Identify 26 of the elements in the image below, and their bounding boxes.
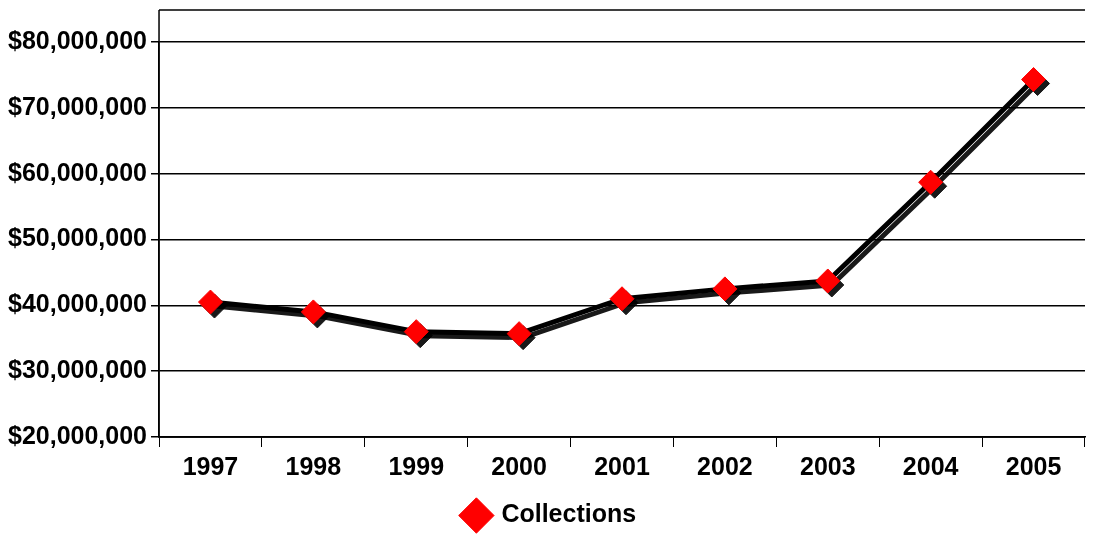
- point: [609, 286, 635, 312]
- point: [506, 321, 532, 347]
- y-tick-label: $60,000,000: [7, 157, 148, 186]
- point: [1021, 67, 1047, 93]
- x-tick-label: 1998: [285, 451, 342, 480]
- point: [300, 299, 326, 325]
- x-tick-label: 2002: [697, 451, 753, 480]
- y-tick-label: $80,000,000: [7, 25, 148, 54]
- point: [403, 319, 429, 345]
- x-tick-label: 2000: [491, 451, 547, 480]
- point: [815, 268, 841, 294]
- y-tick-label: $50,000,000: [7, 223, 148, 252]
- y-tick-label: $70,000,000: [7, 91, 148, 120]
- y-tick-label: $20,000,000: [7, 420, 148, 449]
- x-tick-label: 2005: [1005, 451, 1062, 480]
- x-tick-label: 2004: [902, 451, 959, 480]
- point: [197, 289, 223, 315]
- x-tick-label: 1997: [182, 451, 239, 480]
- y-tick-label: $30,000,000: [7, 355, 148, 384]
- y-tick-label: $40,000,000: [7, 289, 148, 318]
- x-tick-label: 2003: [799, 451, 856, 480]
- x-tick-label: 1999: [388, 451, 445, 480]
- point: [712, 276, 738, 302]
- legend-label: Collections: [501, 499, 637, 528]
- point: [918, 169, 944, 195]
- x-tick-label: 2001: [594, 451, 650, 480]
